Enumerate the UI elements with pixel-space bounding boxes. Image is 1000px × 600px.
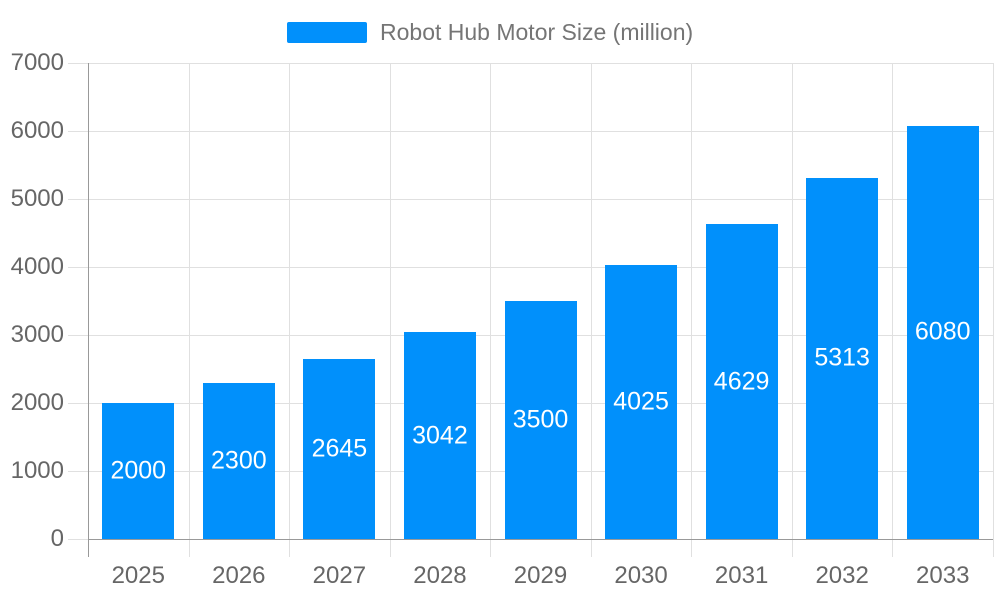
y-axis-line [88, 63, 89, 557]
y-axis-tick [68, 199, 88, 200]
x-axis-tick [490, 539, 492, 557]
legend-label: Robot Hub Motor Size (million) [380, 19, 694, 45]
v-gridline [289, 63, 291, 539]
legend-swatch [287, 22, 367, 43]
x-axis-tick [691, 539, 693, 557]
bar-2027[interactable] [303, 359, 376, 539]
x-axis-tick [993, 539, 994, 557]
bar-value-label: 2000 [110, 456, 167, 485]
bar-value-label: 4629 [713, 367, 770, 396]
y-axis-tick [68, 403, 88, 404]
x-axis-label: 2027 [312, 562, 367, 589]
x-axis-label: 2030 [614, 562, 668, 589]
bar-2028[interactable] [403, 332, 476, 539]
y-axis-label: 1000 [10, 457, 64, 484]
x-axis-label: 2031 [714, 562, 769, 589]
bar-value-label: 6080 [914, 317, 971, 346]
bar-value-label: 2645 [311, 434, 368, 463]
h-gridline [88, 267, 993, 268]
y-axis-tick [68, 335, 88, 336]
x-axis-label: 2033 [916, 562, 970, 589]
h-gridline [88, 199, 993, 200]
v-gridline [892, 63, 894, 539]
bar-2033[interactable] [906, 125, 979, 539]
x-axis-tick [791, 539, 793, 557]
v-gridline [791, 63, 793, 539]
y-axis-label: 5000 [10, 185, 64, 212]
x-axis-tick [289, 539, 291, 557]
bar-2031[interactable] [705, 224, 778, 539]
y-axis-label: 6000 [10, 117, 64, 144]
bar-2026[interactable] [202, 382, 275, 539]
y-axis-label: 7000 [10, 49, 64, 76]
bar-value-label: 4025 [613, 387, 669, 416]
x-axis-tick [590, 539, 592, 557]
y-axis-label: 2000 [10, 389, 64, 416]
v-gridline [691, 63, 693, 539]
bar-value-label: 5313 [814, 343, 870, 372]
x-axis-label: 2028 [413, 562, 467, 589]
x-axis-label: 2029 [513, 562, 568, 589]
h-gridline [88, 63, 993, 64]
y-axis-tick [68, 63, 88, 64]
bar-value-label: 3500 [512, 405, 569, 434]
y-axis-tick [68, 539, 88, 540]
legend-item[interactable]: Robot Hub Motor Size (million) [287, 20, 693, 45]
x-axis-tick [188, 539, 190, 557]
x-axis-label: 2032 [815, 562, 869, 589]
bar-2025[interactable] [102, 403, 175, 539]
bar-value-label: 2300 [211, 446, 267, 475]
x-axis-tick [892, 539, 894, 557]
bar-value-label: 3042 [412, 421, 468, 450]
y-axis-tick [68, 471, 88, 472]
v-gridline [590, 63, 592, 539]
bar-2030[interactable] [605, 265, 678, 539]
bar-2029[interactable] [504, 301, 577, 539]
v-gridline [188, 63, 190, 539]
x-axis-line [88, 539, 993, 540]
bar-2032[interactable] [806, 177, 879, 539]
x-axis-tick [389, 539, 391, 557]
v-gridline [389, 63, 391, 539]
x-axis-label: 2026 [212, 562, 266, 589]
y-axis-label: 3000 [10, 321, 64, 348]
x-axis-label: 2025 [111, 562, 165, 589]
v-gridline [490, 63, 492, 539]
y-axis-tick [68, 131, 88, 132]
y-axis-label: 0 [50, 525, 64, 552]
y-axis-label: 4000 [10, 253, 64, 280]
y-axis-tick [68, 267, 88, 268]
v-gridline [993, 63, 994, 539]
h-gridline [88, 131, 993, 132]
